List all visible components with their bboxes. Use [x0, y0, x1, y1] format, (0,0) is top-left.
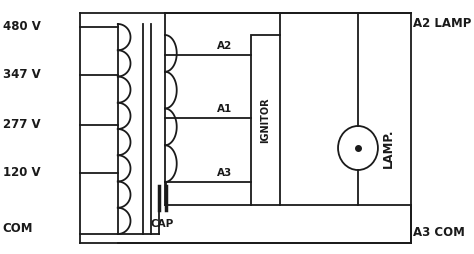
Text: IGNITOR: IGNITOR: [261, 97, 271, 143]
Text: 120 V: 120 V: [3, 167, 40, 180]
Text: A3: A3: [217, 168, 232, 178]
Text: A1: A1: [217, 104, 232, 114]
Text: LAMP.: LAMP.: [382, 128, 394, 168]
Text: 480 V: 480 V: [3, 21, 41, 34]
Text: A2: A2: [217, 41, 232, 51]
Text: 347 V: 347 V: [3, 69, 40, 82]
Text: A2 LAMP: A2 LAMP: [413, 17, 472, 30]
Text: 277 V: 277 V: [3, 119, 40, 132]
Text: COM: COM: [3, 221, 33, 234]
Text: A3 COM: A3 COM: [413, 226, 465, 239]
Bar: [251, 35, 280, 205]
Text: CAP: CAP: [151, 219, 174, 229]
